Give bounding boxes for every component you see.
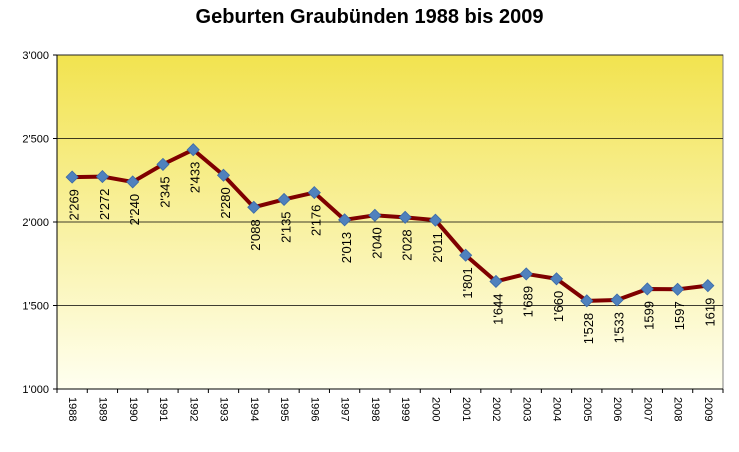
- x-tick-label: 2009: [702, 397, 714, 421]
- data-point: [489, 274, 503, 289]
- y-tick-label: 3'000: [22, 50, 49, 62]
- data-point: [186, 143, 200, 157]
- data-point: [277, 192, 291, 207]
- x-tick-label: 2000: [430, 397, 442, 421]
- x-tick-label: 2001: [460, 397, 472, 421]
- data-point: [338, 213, 352, 227]
- data-label: 1'528: [581, 313, 596, 344]
- data-label: 2'280: [218, 187, 233, 218]
- data-label: 2'345: [157, 176, 172, 207]
- data-point: [307, 186, 321, 200]
- x-tick-label: 2003: [520, 397, 532, 421]
- data-label: 2'013: [339, 232, 354, 263]
- data-label: 1597: [672, 301, 687, 330]
- data-point: [398, 210, 412, 224]
- series-line: [72, 147, 709, 303]
- data-point: [65, 170, 79, 184]
- data-label: 1599: [642, 301, 657, 330]
- x-tick-label: 1989: [97, 397, 109, 421]
- data-label: 2'040: [369, 227, 384, 258]
- data-point: [580, 294, 594, 308]
- data-point: [701, 279, 715, 293]
- data-label: 2'269: [67, 189, 82, 220]
- data-point: [247, 200, 261, 214]
- data-point: [428, 213, 442, 227]
- x-tick-label: 1994: [248, 397, 260, 421]
- data-point: [549, 272, 564, 286]
- data-point: [519, 267, 533, 281]
- data-label: 1'689: [521, 286, 536, 317]
- y-tick-label: 2'500: [22, 134, 49, 146]
- x-tick-label: 1992: [187, 397, 199, 421]
- data-label: 2'176: [309, 205, 324, 236]
- x-tick-label: 2005: [581, 397, 593, 421]
- data-label: 2'272: [97, 189, 112, 220]
- x-tick-label: 2006: [611, 397, 623, 421]
- y-tick-label: 1'500: [22, 301, 49, 313]
- y-tick-label: 2'000: [22, 217, 49, 229]
- data-label: 2'088: [248, 219, 263, 250]
- data-point: [216, 168, 231, 182]
- data-label: 2'135: [278, 211, 293, 242]
- x-tick-label: 1997: [339, 397, 351, 421]
- x-tick-label: 2004: [551, 397, 563, 421]
- data-point: [95, 170, 109, 184]
- x-tick-label: 1990: [127, 397, 139, 421]
- x-tick-label: 2007: [641, 397, 653, 421]
- data-point: [126, 175, 140, 189]
- data-point: [610, 293, 624, 307]
- x-tick-label: 1999: [399, 397, 411, 421]
- data-point: [156, 157, 170, 171]
- x-tick-label: 1998: [369, 397, 381, 421]
- x-tick-label: 1993: [218, 397, 230, 421]
- data-point: [368, 208, 382, 222]
- data-label: 2'011: [430, 232, 445, 262]
- x-tick-label: 1988: [66, 397, 78, 421]
- x-tick-label: 2002: [490, 397, 502, 421]
- x-tick-label: 2008: [672, 397, 684, 421]
- data-point: [640, 282, 654, 296]
- x-tick-label: 1996: [308, 397, 320, 421]
- x-tick-label: 1995: [278, 397, 290, 421]
- data-point: [671, 282, 685, 296]
- data-label: 1'801: [460, 267, 475, 298]
- y-tick-label: 1'000: [22, 384, 49, 396]
- data-label: 2'028: [400, 229, 415, 260]
- data-label: 2'240: [127, 194, 142, 225]
- data-label: 1619: [702, 298, 717, 327]
- chart-title: Geburten Graubünden 1988 bis 2009: [195, 6, 544, 28]
- data-label: 1'644: [490, 293, 505, 324]
- data-label: 2'433: [188, 162, 203, 193]
- x-tick-label: 1991: [157, 397, 169, 421]
- data-label: 1'533: [611, 312, 626, 343]
- data-label: 1'660: [551, 291, 566, 322]
- data-point: [459, 248, 473, 262]
